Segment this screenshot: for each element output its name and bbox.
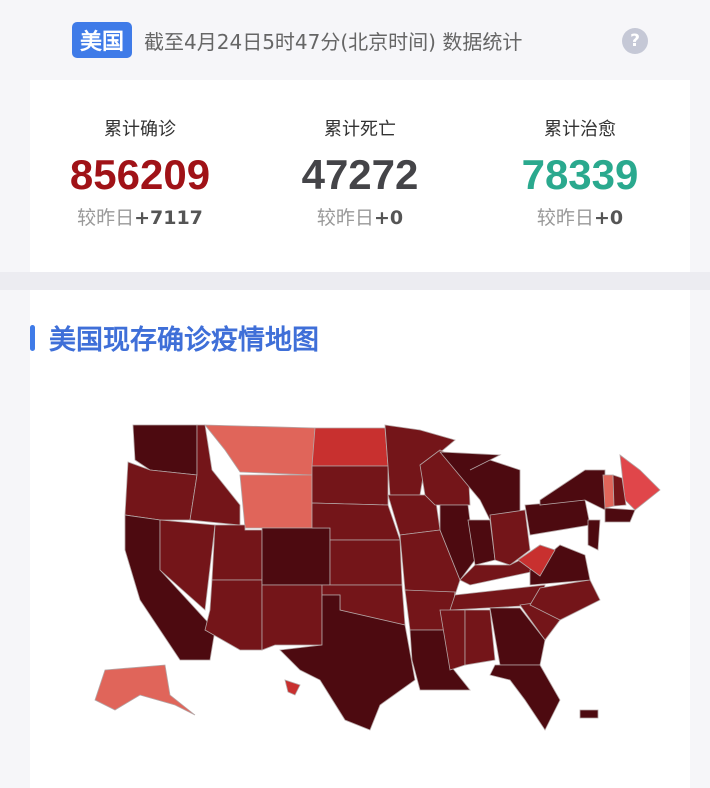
- state-wv[interactable]: [517, 544, 556, 577]
- state-mt[interactable]: [204, 424, 316, 476]
- country-badge[interactable]: 美国: [72, 22, 133, 58]
- stat-value: 47272: [301, 151, 419, 198]
- delta-value: +0: [373, 207, 404, 229]
- state-sd[interactable]: [311, 465, 389, 506]
- state-ks[interactable]: [329, 539, 403, 586]
- title-bar: [30, 324, 35, 351]
- state-al[interactable]: [464, 609, 496, 666]
- stat-confirmed: 累计确诊 856209 较昨日+7117: [30, 80, 250, 272]
- stat-deaths: 累计死亡 47272 较昨日+0: [250, 80, 470, 272]
- state-me[interactable]: [619, 454, 661, 511]
- state-nj[interactable]: [587, 519, 601, 551]
- stat-delta: 较昨日+0: [470, 203, 690, 230]
- stat-label: 累计治愈: [544, 119, 616, 140]
- stat-recovered: 累计治愈 78339 较昨日+0: [470, 80, 690, 272]
- stat-value: 856209: [69, 151, 211, 198]
- state-nv[interactable]: [159, 519, 216, 611]
- state-pa[interactable]: [524, 499, 591, 536]
- stat-label: 累计死亡: [324, 119, 396, 140]
- stat-value: 78339: [521, 151, 639, 198]
- state-tx[interactable]: [279, 594, 416, 731]
- state-wy[interactable]: [239, 474, 313, 529]
- map-title: 美国现存确诊疫情地图: [30, 318, 319, 357]
- delta-label: 较昨日: [77, 207, 135, 229]
- state-vt[interactable]: [602, 474, 615, 509]
- state-id[interactable]: [189, 424, 241, 526]
- state-va[interactable]: [529, 544, 591, 586]
- state-ut[interactable]: [211, 524, 263, 581]
- help-icon[interactable]: ?: [622, 28, 648, 54]
- state-oh[interactable]: [489, 509, 531, 566]
- delta-value: +7117: [134, 207, 203, 229]
- header: 美国 截至4月24日5时47分(北京时间) 数据统计 ?: [0, 0, 710, 80]
- map-title-text: 美国现存确诊疫情地图: [49, 325, 319, 356]
- state-nm[interactable]: [261, 584, 323, 651]
- state-fl[interactable]: [489, 664, 561, 731]
- divider: [0, 272, 710, 290]
- stat-delta: 较昨日+0: [250, 203, 470, 230]
- delta-label: 较昨日: [536, 207, 594, 229]
- state-nc[interactable]: [529, 579, 601, 621]
- state-ga[interactable]: [489, 607, 546, 666]
- stat-label: 累计确诊: [104, 119, 176, 140]
- state-co[interactable]: [261, 527, 331, 586]
- state-il[interactable]: [439, 504, 476, 581]
- state-nd[interactable]: [311, 427, 389, 467]
- update-time: 截至4月24日5时47分(北京时间) 数据统计: [144, 29, 523, 54]
- state-ak[interactable]: [94, 664, 196, 716]
- state-ma[interactable]: [604, 507, 636, 523]
- stat-delta: 较昨日+7117: [30, 203, 250, 230]
- delta-value: +0: [593, 207, 624, 229]
- state-hi[interactable]: [284, 679, 301, 696]
- state-nh[interactable]: [612, 474, 627, 507]
- state-mo[interactable]: [399, 529, 461, 596]
- stats-panel: 累计确诊 856209 较昨日+7117 累计死亡 47272 较昨日+0 累计…: [30, 80, 690, 272]
- state-pr[interactable]: [579, 709, 599, 719]
- delta-label: 较昨日: [316, 207, 374, 229]
